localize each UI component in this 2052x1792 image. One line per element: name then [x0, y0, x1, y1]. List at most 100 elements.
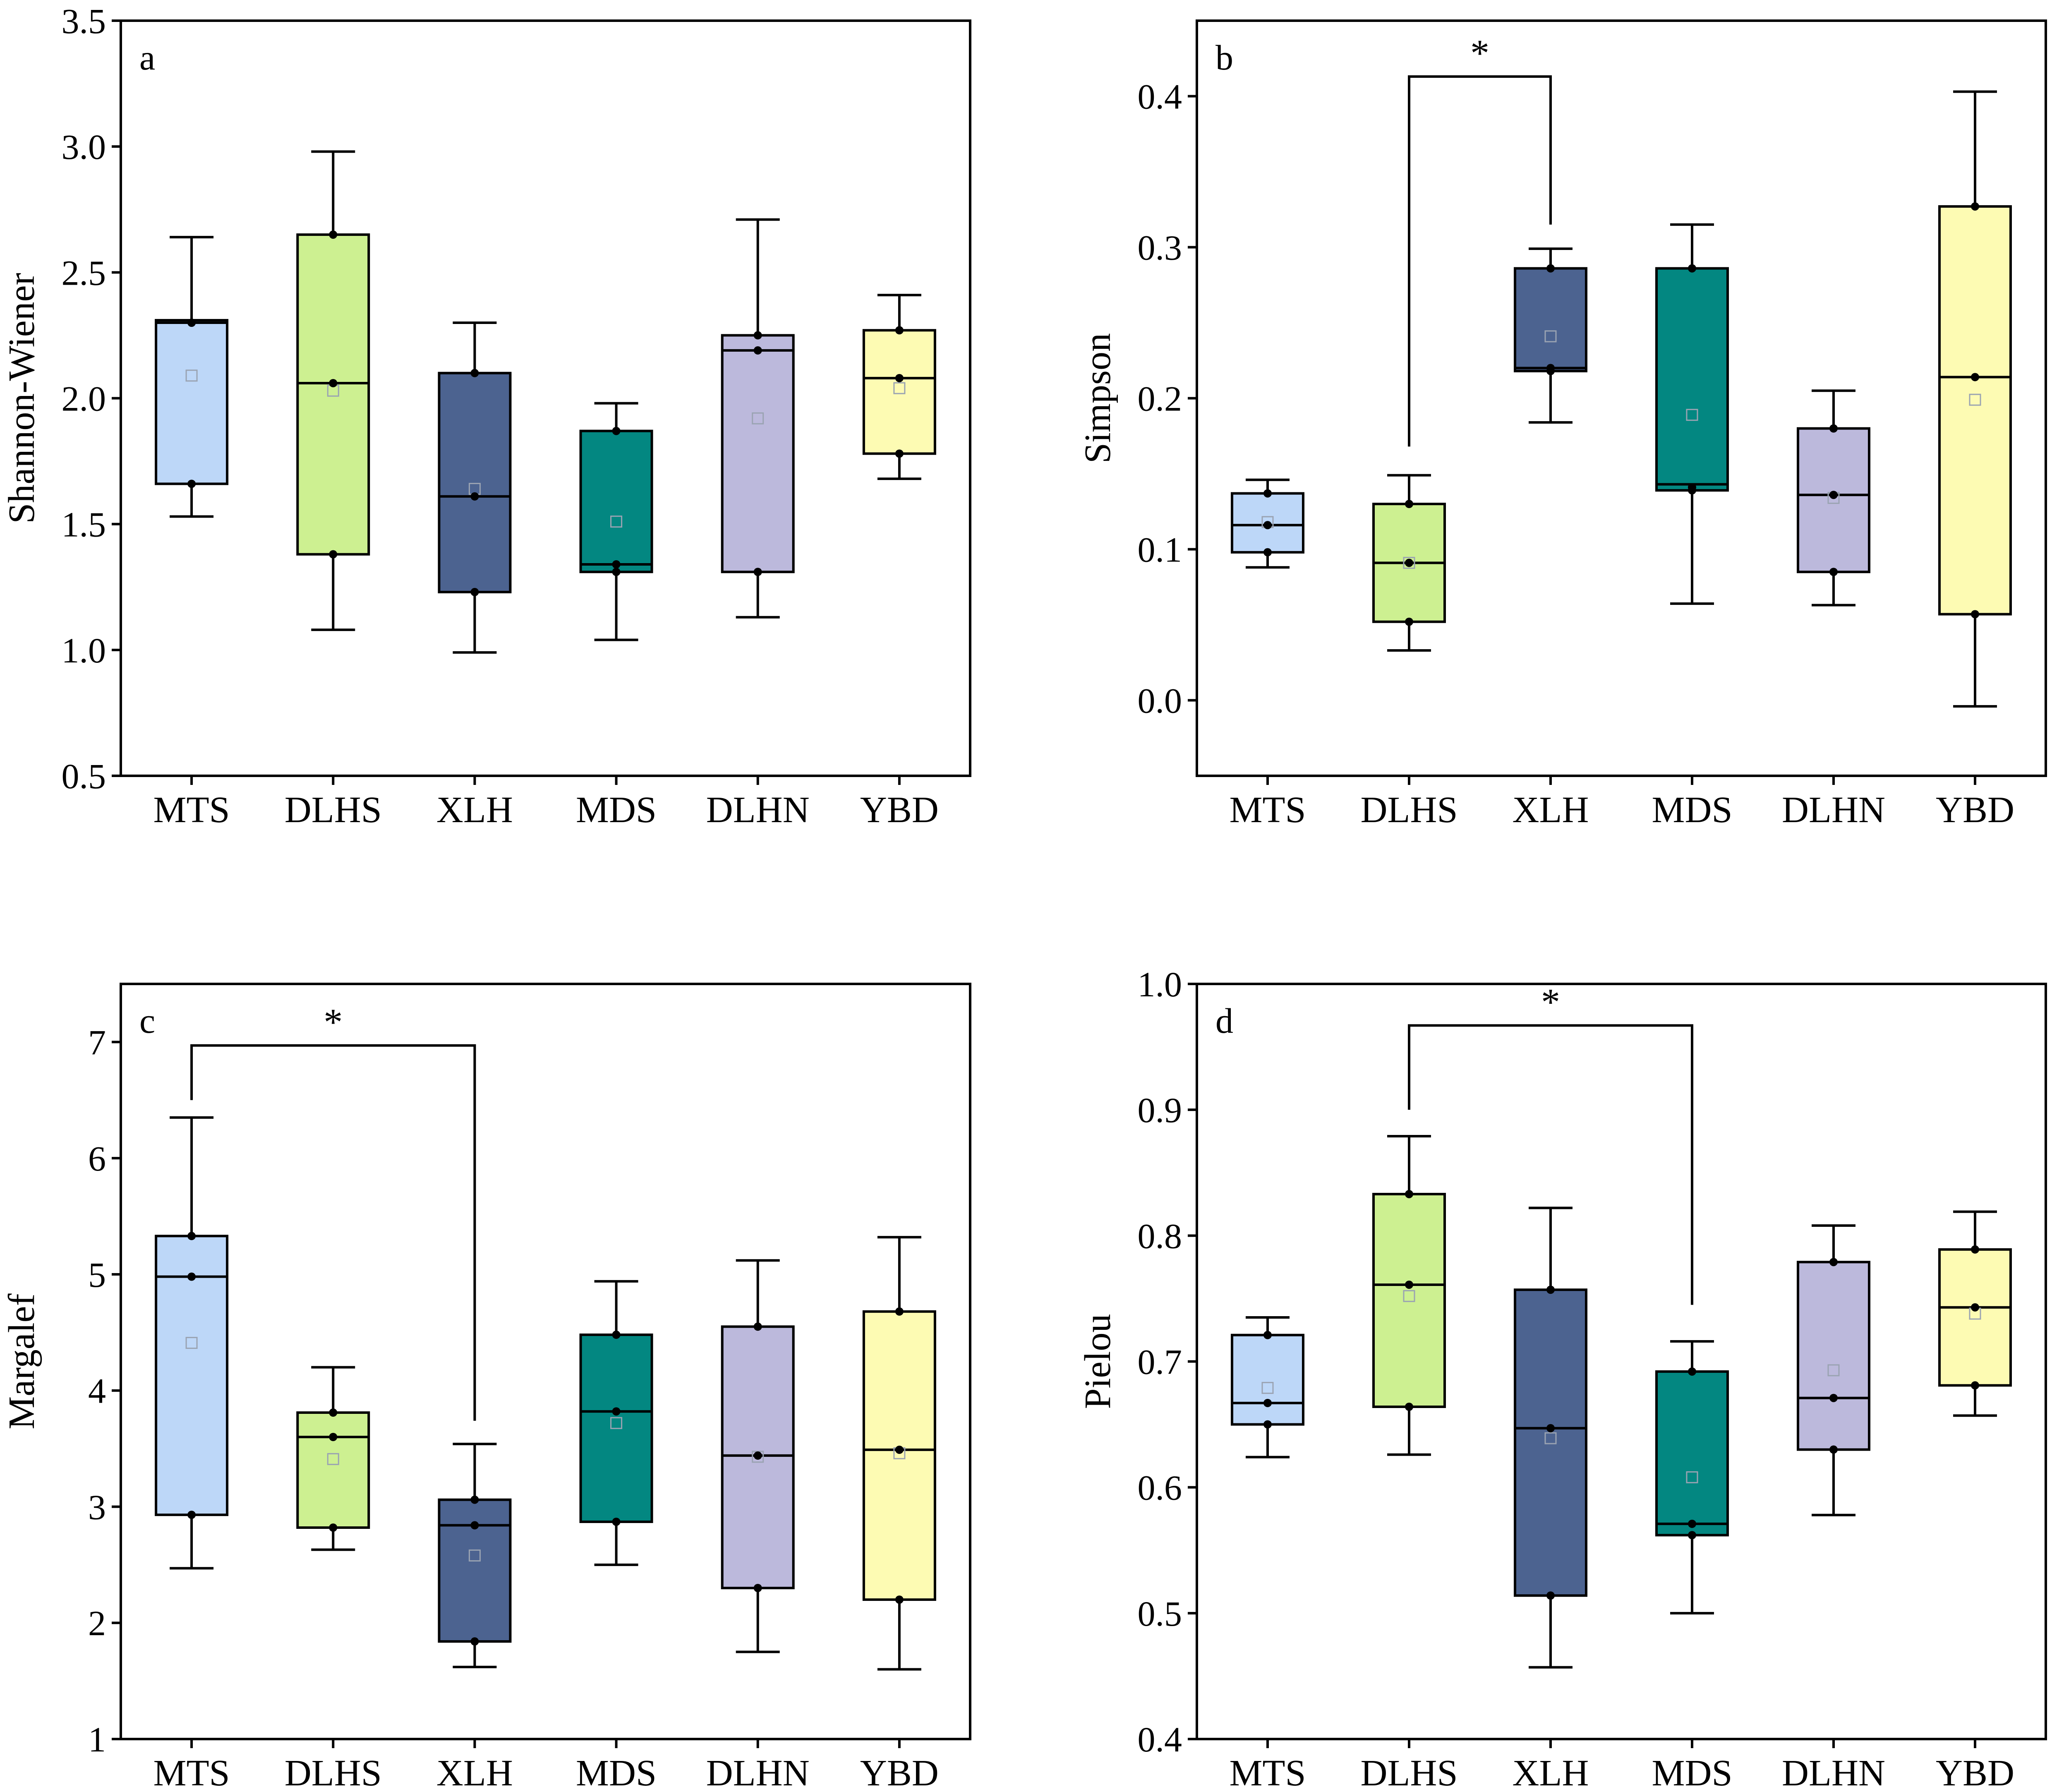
box-DLHN — [1797, 1224, 1870, 1516]
x-tick-label: DLHN — [706, 1753, 810, 1792]
x-tick-label: MDS — [576, 789, 657, 830]
box-XLH — [1514, 247, 1587, 424]
data-point — [329, 1408, 338, 1417]
data-point — [1971, 1245, 1979, 1254]
data-point — [612, 568, 621, 576]
plot-frame — [120, 983, 971, 1740]
box-YBD — [862, 294, 936, 480]
data-point — [329, 379, 338, 387]
data-point — [1829, 1394, 1838, 1402]
data-point — [1405, 1280, 1413, 1289]
x-tick-label: MTS — [1229, 789, 1306, 830]
panel-letter: d — [1215, 1001, 1233, 1041]
y-tick-label: 0.9 — [1138, 1090, 1182, 1130]
x-tick-label: MTS — [153, 789, 230, 830]
box-MTS — [155, 1116, 229, 1570]
iqr-box — [1655, 1370, 1729, 1537]
box-MDS — [1655, 223, 1729, 605]
data-point — [1405, 1403, 1413, 1411]
box-DLHS — [1372, 1135, 1446, 1456]
data-point — [1546, 1424, 1555, 1432]
x-tick-label: DLHN — [1782, 1753, 1885, 1792]
iqr-box — [438, 372, 512, 593]
panel-letter: c — [139, 1001, 155, 1041]
mean-marker — [468, 1549, 481, 1562]
data-point — [470, 492, 479, 501]
box-DLHS — [1372, 474, 1446, 652]
data-point — [470, 588, 479, 596]
data-point — [1971, 1303, 1979, 1312]
y-tick-label: 1 — [88, 1720, 106, 1759]
data-point — [1546, 367, 1555, 375]
x-tick-label: MDS — [576, 1753, 657, 1792]
box-MDS — [579, 1280, 653, 1566]
data-point — [470, 1521, 479, 1530]
data-point — [329, 550, 338, 559]
bracket-line — [1408, 75, 1552, 447]
data-point — [1263, 1399, 1272, 1407]
significance-bracket: * — [1408, 32, 1552, 447]
iqr-box — [1797, 427, 1870, 573]
box-DLHN — [721, 218, 795, 619]
data-point — [895, 326, 904, 335]
data-point — [1546, 1591, 1555, 1600]
plot-frame — [120, 19, 971, 777]
data-point — [1971, 610, 1979, 619]
mean-marker — [1827, 1364, 1840, 1377]
y-tick-label: 3 — [88, 1487, 106, 1527]
box-DLHN — [721, 1259, 795, 1653]
y-tick-label: 0.6 — [1138, 1468, 1182, 1508]
y-tick-label: 0.1 — [1138, 530, 1182, 570]
data-point — [895, 1595, 904, 1604]
iqr-box — [296, 233, 370, 556]
data-point — [753, 331, 762, 340]
data-point — [1405, 500, 1413, 508]
x-tick-label: YBD — [860, 1753, 939, 1792]
box-MTS — [155, 236, 229, 518]
iqr-box — [1514, 267, 1587, 372]
box-XLH — [1514, 1207, 1587, 1669]
y-tick-label: 3.5 — [62, 1, 106, 41]
data-point — [1971, 202, 1979, 211]
y-tick-label: 0.0 — [1138, 681, 1182, 721]
data-point — [612, 560, 621, 569]
data-point — [753, 1584, 762, 1592]
y-tick-label: 0.2 — [1138, 379, 1182, 419]
x-tick-label: YBD — [1936, 789, 2014, 830]
panel-d: 0.4 0.5 0.6 0.7 0.8 0.9 1.0 MTS DLHS XLH MDS DLHN YB… — [1077, 964, 2047, 1792]
data-point — [1829, 491, 1838, 499]
mean-marker — [1544, 1432, 1557, 1444]
x-tick-label: XLH — [1513, 789, 1589, 830]
mean-marker — [1969, 393, 1981, 406]
y-axis-label: Pielou — [1077, 1314, 1118, 1409]
panel-a: 0.5 1.0 1.5 2.0 2.5 3.0 3.5 MTS DLHS XLH MDS DLHN YB… — [1, 1, 971, 830]
x-tick-label: YBD — [1936, 1753, 2014, 1792]
data-point — [1971, 1381, 1979, 1390]
iqr-box — [155, 319, 229, 485]
x-tick-label: YBD — [860, 789, 939, 830]
iqr-box — [579, 429, 653, 573]
mean-marker — [1261, 1382, 1274, 1394]
mean-marker — [1686, 409, 1698, 421]
x-tick-label: MTS — [153, 1753, 230, 1792]
mean-marker — [1544, 330, 1557, 343]
x-tick-label: DLHS — [285, 1753, 382, 1792]
data-point — [753, 1322, 762, 1331]
data-point — [1263, 489, 1272, 498]
panel-letter: b — [1215, 38, 1233, 77]
panel-letter: a — [139, 38, 155, 77]
box-DLHS — [296, 1366, 370, 1551]
x-tick-label: MTS — [1229, 1753, 1306, 1792]
data-point — [187, 1511, 196, 1519]
box-MDS — [579, 402, 653, 641]
box-MDS — [1655, 1340, 1729, 1614]
x-tick-label: DLHS — [1360, 789, 1457, 830]
data-point — [895, 1445, 904, 1454]
y-tick-label: 2 — [88, 1603, 106, 1643]
iqr-box — [1938, 1248, 2012, 1387]
y-axis-label: Margalef — [1, 1293, 42, 1429]
data-point — [1688, 1519, 1696, 1528]
data-point — [329, 1523, 338, 1532]
mean-marker — [1686, 1471, 1698, 1483]
significance-bracket: * — [1408, 981, 1693, 1305]
